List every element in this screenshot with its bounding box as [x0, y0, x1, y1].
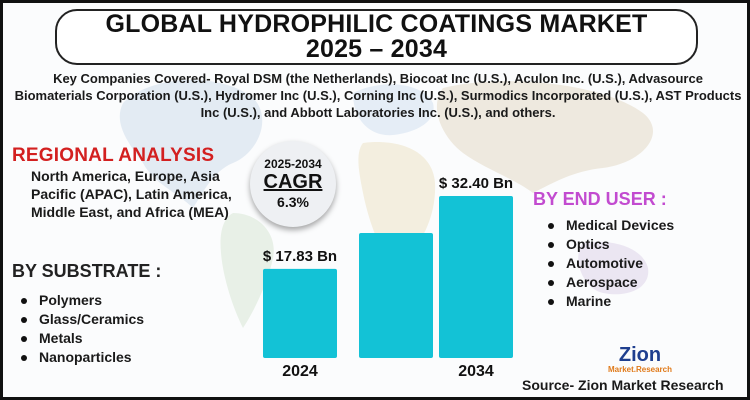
regional-analysis-heading: REGIONAL ANALYSIS	[12, 145, 215, 166]
end-user-heading: BY END USER :	[533, 189, 667, 209]
substrate-item: Polymers	[21, 291, 144, 310]
bullet-icon	[21, 316, 27, 323]
bullet-icon	[21, 335, 27, 342]
key-companies-text: Key Companies Covered- Royal DSM (the Ne…	[14, 71, 742, 120]
market-size-bar-chart: $ 17.83 Bn 2024 $ 32.40 Bn 2034	[263, 175, 513, 380]
substrate-item-label: Nanoparticles	[39, 349, 132, 365]
bullet-icon	[548, 241, 554, 248]
bullet-icon	[21, 354, 27, 361]
end-user-item-label: Optics	[566, 236, 610, 252]
cagr-badge: 2025-2034 CAGR 6.3%	[250, 141, 336, 227]
end-user-item-label: Automotive	[566, 255, 643, 271]
zion-logo: Zion Market.Research	[608, 344, 672, 374]
substrate-item: Glass/Ceramics	[21, 310, 144, 329]
end-user-list: Medical Devices Optics Automotive Aerosp…	[548, 216, 674, 311]
source-text: Source- Zion Market Research	[522, 377, 724, 393]
title-line-2: 2025 – 2034	[305, 35, 448, 63]
bullet-icon	[548, 260, 554, 267]
regional-analysis-text: North America, Europe, Asia Pacific (APA…	[31, 168, 232, 220]
bar-series-1	[359, 233, 433, 358]
end-user-item-label: Aerospace	[566, 274, 638, 290]
bar-data-label: $ 17.83 Bn	[263, 248, 337, 265]
bar-data-label: $ 32.40 Bn	[439, 175, 513, 192]
logo-subtext: Market.Research	[608, 365, 672, 374]
x-tick-label: 2034	[458, 363, 494, 380]
substrate-list: Polymers Glass/Ceramics Metals Nanoparti…	[21, 291, 144, 367]
x-tick-label: 2024	[282, 363, 318, 380]
bullet-icon	[548, 279, 554, 286]
title-line-1: GLOBAL HYDROPHILIC COATINGS MARKET	[105, 10, 648, 38]
bar-2034	[439, 196, 513, 358]
substrate-item-label: Glass/Ceramics	[39, 311, 145, 327]
substrate-item: Metals	[21, 329, 144, 348]
end-user-item: Medical Devices	[548, 216, 674, 235]
logo-name: Zion	[619, 344, 661, 366]
bar-2024	[263, 268, 337, 358]
bullet-icon	[548, 298, 554, 305]
end-user-item: Aerospace	[548, 273, 674, 292]
cagr-value: 6.3%	[277, 194, 309, 210]
substrate-item: Nanoparticles	[21, 348, 144, 367]
end-user-item: Automotive	[548, 254, 674, 273]
end-user-item: Marine	[548, 292, 674, 311]
title-box: GLOBAL HYDROPHILIC COATINGS MARKET 2025 …	[55, 9, 698, 65]
end-user-item-label: Marine	[566, 293, 612, 309]
substrate-item-label: Polymers	[39, 292, 103, 308]
end-user-item: Optics	[548, 235, 674, 254]
cagr-period: 2025-2034	[264, 157, 322, 171]
end-user-item-label: Medical Devices	[566, 217, 675, 233]
bullet-icon	[548, 222, 554, 229]
substrate-heading: BY SUBSTRATE :	[12, 261, 162, 281]
cagr-label: CAGR	[263, 171, 323, 193]
substrate-item-label: Metals	[39, 330, 83, 346]
bullet-icon	[21, 297, 27, 304]
